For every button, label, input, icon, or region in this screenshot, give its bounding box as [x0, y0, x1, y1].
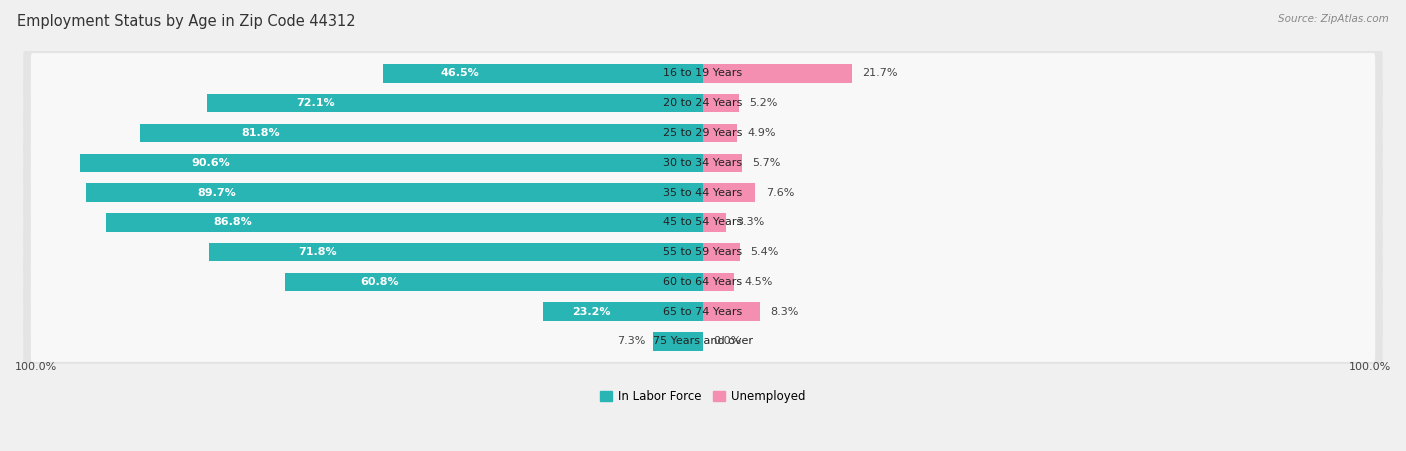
- Text: 21.7%: 21.7%: [863, 69, 898, 78]
- Text: 89.7%: 89.7%: [197, 188, 236, 198]
- FancyBboxPatch shape: [24, 257, 1382, 307]
- Bar: [703, 243, 740, 261]
- Text: 4.9%: 4.9%: [747, 128, 776, 138]
- Text: 4.5%: 4.5%: [744, 277, 773, 287]
- Text: 45 to 54 Years: 45 to 54 Years: [664, 217, 742, 227]
- Text: 23.2%: 23.2%: [572, 307, 610, 317]
- FancyBboxPatch shape: [31, 321, 1375, 362]
- Text: 5.2%: 5.2%: [749, 98, 778, 108]
- FancyBboxPatch shape: [24, 286, 1382, 337]
- Text: 5.7%: 5.7%: [752, 158, 780, 168]
- FancyBboxPatch shape: [31, 53, 1375, 94]
- Text: 30 to 34 Years: 30 to 34 Years: [664, 158, 742, 168]
- Bar: [207, 94, 703, 112]
- Text: 100.0%: 100.0%: [15, 362, 58, 372]
- Text: 16 to 19 Years: 16 to 19 Years: [664, 69, 742, 78]
- Text: 3.3%: 3.3%: [735, 217, 765, 227]
- Text: 71.8%: 71.8%: [298, 247, 336, 257]
- Bar: [703, 303, 761, 321]
- FancyBboxPatch shape: [31, 172, 1375, 213]
- Text: 7.3%: 7.3%: [617, 336, 645, 346]
- Text: 60 to 64 Years: 60 to 64 Years: [664, 277, 742, 287]
- Text: 75 Years and over: 75 Years and over: [652, 336, 754, 346]
- FancyBboxPatch shape: [24, 108, 1382, 158]
- Text: 65 to 74 Years: 65 to 74 Years: [664, 307, 742, 317]
- FancyBboxPatch shape: [31, 143, 1375, 183]
- Bar: [284, 273, 703, 291]
- FancyBboxPatch shape: [24, 227, 1382, 277]
- Text: 46.5%: 46.5%: [440, 69, 479, 78]
- Bar: [703, 183, 755, 202]
- Text: 90.6%: 90.6%: [191, 158, 231, 168]
- Bar: [105, 213, 703, 231]
- Text: 55 to 59 Years: 55 to 59 Years: [664, 247, 742, 257]
- FancyBboxPatch shape: [31, 291, 1375, 332]
- FancyBboxPatch shape: [24, 316, 1382, 367]
- Text: 100.0%: 100.0%: [1348, 362, 1391, 372]
- Text: 0.0%: 0.0%: [713, 336, 741, 346]
- Bar: [652, 332, 703, 351]
- Bar: [141, 124, 703, 142]
- Bar: [703, 94, 738, 112]
- Bar: [86, 183, 703, 202]
- Text: Employment Status by Age in Zip Code 44312: Employment Status by Age in Zip Code 443…: [17, 14, 356, 28]
- FancyBboxPatch shape: [31, 262, 1375, 302]
- Text: 20 to 24 Years: 20 to 24 Years: [664, 98, 742, 108]
- Text: 5.4%: 5.4%: [751, 247, 779, 257]
- Text: 7.6%: 7.6%: [766, 188, 794, 198]
- FancyBboxPatch shape: [31, 83, 1375, 124]
- Bar: [703, 273, 734, 291]
- Text: 35 to 44 Years: 35 to 44 Years: [664, 188, 742, 198]
- FancyBboxPatch shape: [24, 48, 1382, 99]
- Text: 60.8%: 60.8%: [360, 277, 399, 287]
- Text: Source: ZipAtlas.com: Source: ZipAtlas.com: [1278, 14, 1389, 23]
- FancyBboxPatch shape: [31, 232, 1375, 272]
- FancyBboxPatch shape: [31, 113, 1375, 153]
- Bar: [209, 243, 703, 261]
- Bar: [80, 153, 703, 172]
- FancyBboxPatch shape: [24, 138, 1382, 188]
- Legend: In Labor Force, Unemployed: In Labor Force, Unemployed: [596, 386, 810, 408]
- Bar: [703, 124, 737, 142]
- Bar: [543, 303, 703, 321]
- Bar: [703, 64, 852, 83]
- Bar: [703, 153, 742, 172]
- FancyBboxPatch shape: [24, 78, 1382, 129]
- Text: 25 to 29 Years: 25 to 29 Years: [664, 128, 742, 138]
- FancyBboxPatch shape: [24, 167, 1382, 218]
- Text: 72.1%: 72.1%: [297, 98, 335, 108]
- FancyBboxPatch shape: [31, 202, 1375, 243]
- Bar: [703, 213, 725, 231]
- Text: 8.3%: 8.3%: [770, 307, 799, 317]
- Text: 81.8%: 81.8%: [242, 128, 280, 138]
- FancyBboxPatch shape: [24, 197, 1382, 248]
- Text: 86.8%: 86.8%: [214, 217, 252, 227]
- Bar: [382, 64, 703, 83]
